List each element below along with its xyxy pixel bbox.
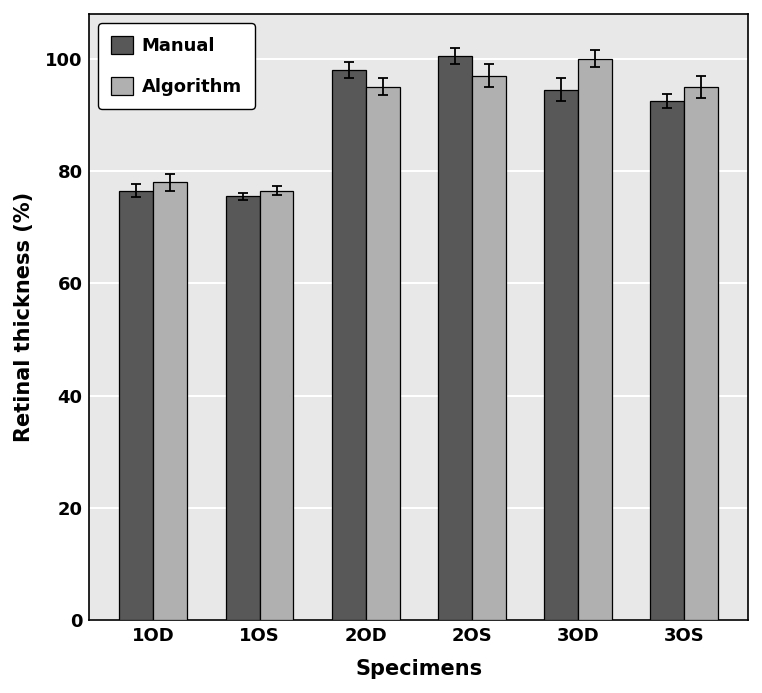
- Bar: [260, 191, 293, 620]
- Bar: [544, 89, 578, 620]
- Legend: Manual, Algorithm: Manual, Algorithm: [98, 23, 255, 109]
- Bar: [120, 191, 153, 620]
- Bar: [153, 182, 187, 620]
- Bar: [438, 56, 472, 620]
- Bar: [578, 59, 612, 620]
- Bar: [684, 87, 718, 620]
- Y-axis label: Retinal thickness (%): Retinal thickness (%): [14, 192, 34, 442]
- Bar: [226, 196, 260, 620]
- X-axis label: Specimens: Specimens: [355, 659, 482, 679]
- Bar: [472, 76, 506, 620]
- Bar: [366, 87, 399, 620]
- Bar: [331, 70, 366, 620]
- Bar: [650, 101, 684, 620]
